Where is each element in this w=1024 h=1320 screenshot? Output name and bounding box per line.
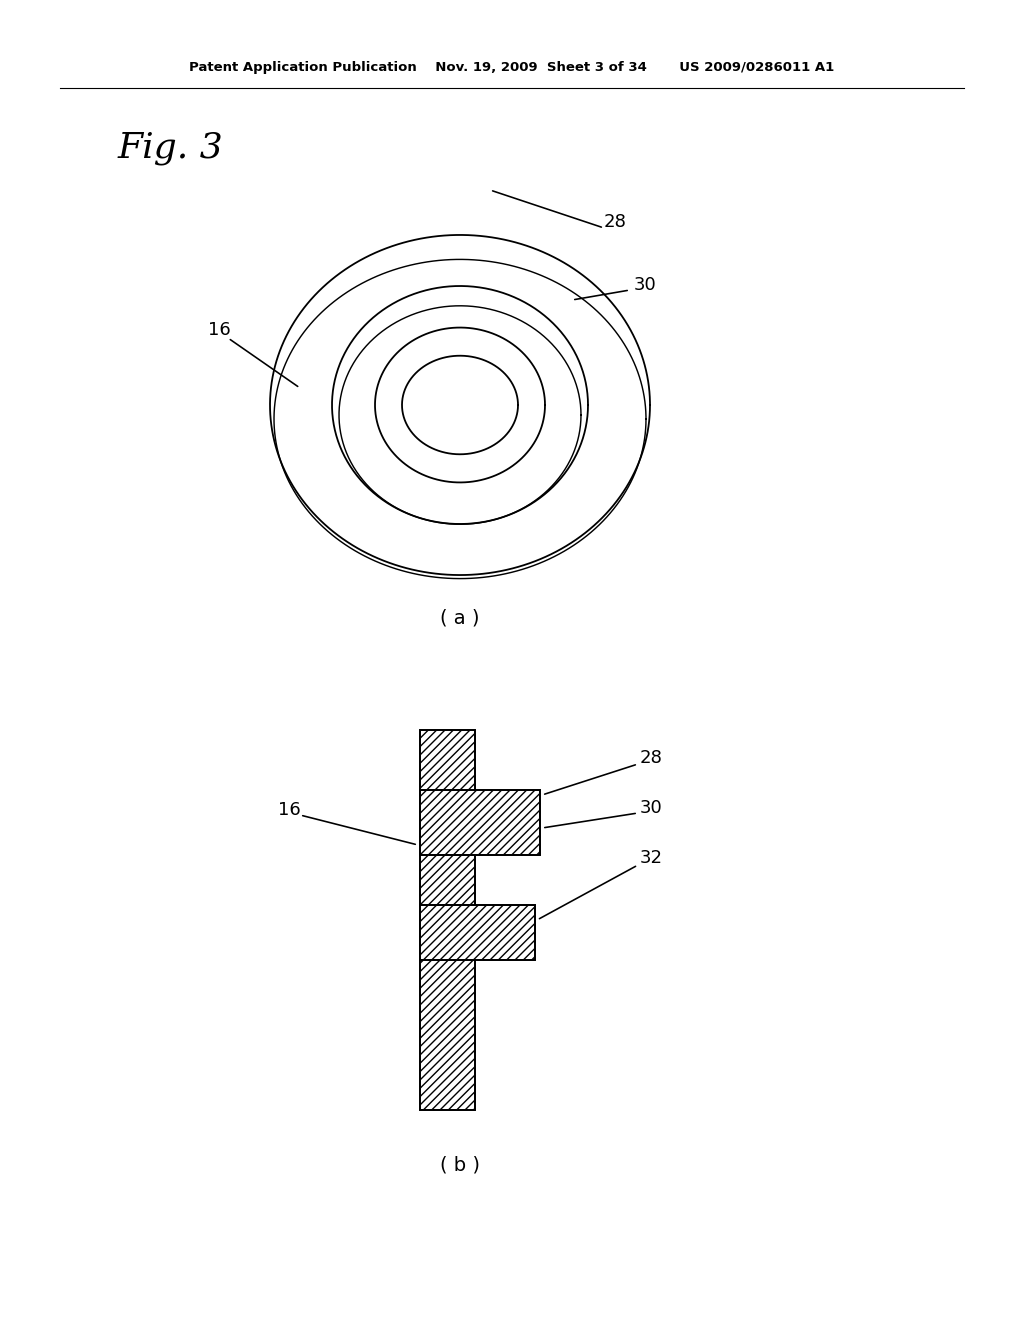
Bar [420, 789, 540, 855]
Text: Fig. 3: Fig. 3 [118, 131, 224, 165]
Bar [420, 906, 535, 960]
Text: Patent Application Publication    Nov. 19, 2009  Sheet 3 of 34       US 2009/028: Patent Application Publication Nov. 19, … [189, 62, 835, 74]
Bar [420, 906, 535, 960]
Text: 32: 32 [640, 849, 663, 867]
Text: ( b ): ( b ) [440, 1155, 480, 1175]
Text: ( a ): ( a ) [440, 609, 480, 627]
Text: 28: 28 [604, 213, 627, 231]
Bar [420, 789, 540, 855]
Text: 30: 30 [634, 276, 656, 294]
Text: 16: 16 [208, 321, 230, 339]
Bar [420, 730, 475, 1110]
Bar [420, 730, 475, 1110]
Text: 16: 16 [278, 801, 301, 818]
Text: 28: 28 [640, 748, 663, 767]
Text: 30: 30 [640, 799, 663, 817]
